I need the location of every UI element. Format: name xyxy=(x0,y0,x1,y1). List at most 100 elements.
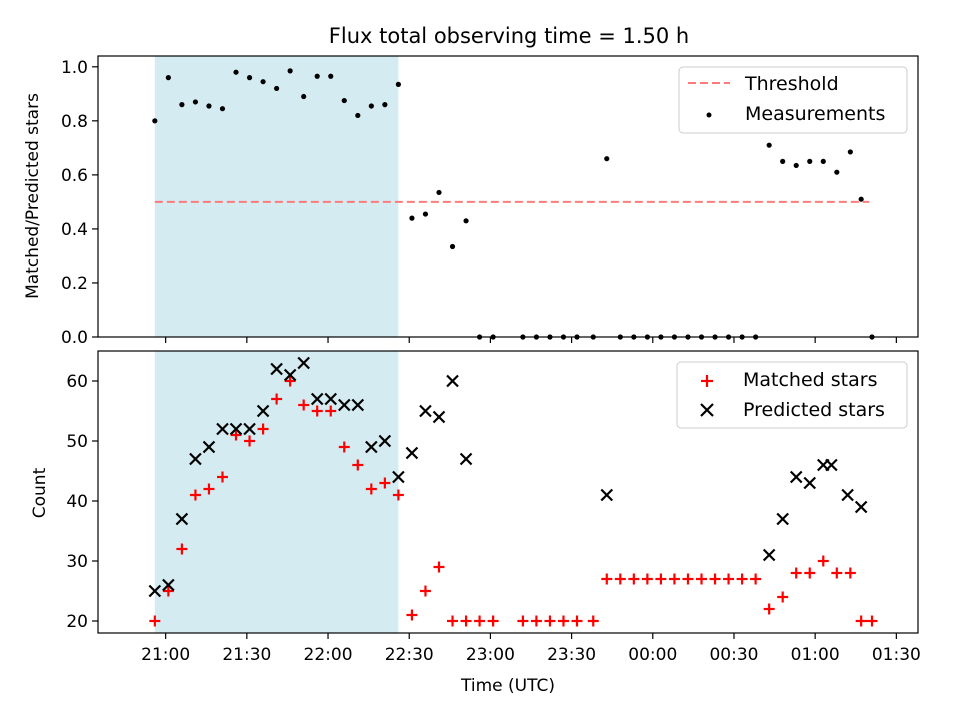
legend-frame xyxy=(676,361,908,429)
measurement-point xyxy=(341,97,347,104)
x-tick-label: 00:00 xyxy=(628,645,677,665)
matched-point xyxy=(557,615,569,627)
matched-point xyxy=(447,615,459,627)
matched-point xyxy=(433,561,445,573)
measurement-point xyxy=(219,106,226,112)
y-tick-label: 0.2 xyxy=(61,274,88,294)
x-tick-label: 21:00 xyxy=(141,645,190,665)
matched-point xyxy=(419,585,431,597)
matched-point xyxy=(189,489,201,501)
x-tick-label: 23:00 xyxy=(466,645,515,665)
x-tick-label: 01:00 xyxy=(791,645,840,665)
predicted-point xyxy=(216,422,229,436)
predicted-point xyxy=(351,398,365,412)
predicted-point xyxy=(405,446,419,460)
measurement-point xyxy=(793,162,799,169)
matched-point xyxy=(790,567,802,579)
matched-point xyxy=(392,489,404,501)
predicted-point xyxy=(365,440,378,454)
matched-point xyxy=(695,573,707,585)
matched-point xyxy=(544,615,556,627)
matched-point xyxy=(530,615,542,627)
matched-point xyxy=(406,609,418,621)
matched-point xyxy=(723,573,735,585)
y-tick-label: 30 xyxy=(66,552,88,572)
measurement-point xyxy=(422,211,429,217)
x-tick-label: 23:30 xyxy=(547,645,596,665)
matched-point xyxy=(614,573,626,585)
matched-point xyxy=(709,573,721,585)
measurement-point xyxy=(382,102,388,108)
highlight-span xyxy=(154,351,399,633)
measurement-point xyxy=(260,79,266,85)
y-tick-label: 0.8 xyxy=(61,112,88,132)
matched-point xyxy=(855,615,867,627)
predicted-point xyxy=(162,578,175,592)
measurement-point xyxy=(328,73,334,79)
matched-point xyxy=(587,615,599,627)
measurement-point xyxy=(287,68,293,74)
measurement-point xyxy=(820,158,826,164)
measurement-point xyxy=(206,103,212,109)
matched-point xyxy=(474,615,486,627)
legend-matched-marker xyxy=(701,375,713,387)
measurement-point xyxy=(449,243,456,250)
measurement-point xyxy=(301,93,307,100)
legend-threshold-label: Threshold xyxy=(744,73,839,95)
predicted-point xyxy=(189,452,202,466)
measurement-point xyxy=(233,69,239,75)
matched-point xyxy=(628,573,640,585)
y-tick-label: 40 xyxy=(66,492,88,512)
legend: Threshold Measurements xyxy=(678,66,908,134)
legend-matched-label: Matched stars xyxy=(743,369,877,391)
matched-point xyxy=(203,483,215,495)
y-tick-label: 60 xyxy=(66,372,88,392)
matched-point xyxy=(777,591,789,603)
matched-point xyxy=(257,423,269,435)
matched-point xyxy=(162,585,174,597)
matched-point xyxy=(817,555,829,567)
measurement-point xyxy=(355,112,361,119)
measurement-point xyxy=(192,99,199,105)
predicted-point xyxy=(459,452,473,466)
x-tick-label: 22:00 xyxy=(304,645,353,665)
measurement-point xyxy=(274,85,280,92)
predicted-point xyxy=(854,500,868,514)
x-tick-label: 22:30 xyxy=(385,645,434,665)
matched-point xyxy=(271,393,283,405)
measurement-point xyxy=(834,169,840,175)
y-tick-label: 50 xyxy=(66,432,88,452)
predicted-point xyxy=(789,470,803,484)
measurement-point xyxy=(152,118,158,124)
matched-point xyxy=(176,543,188,555)
predicted-point xyxy=(776,512,789,526)
predicted-point xyxy=(324,392,338,406)
predicted-point xyxy=(256,404,270,418)
matched-point xyxy=(338,441,350,453)
predicted-point xyxy=(419,404,432,418)
measurement-point xyxy=(604,156,610,162)
matched-point xyxy=(736,573,748,585)
legend-frame xyxy=(678,66,908,134)
predicted-point xyxy=(446,374,459,388)
measurement-point xyxy=(246,75,253,81)
y-tick-label: 20 xyxy=(66,612,88,632)
predicted-point xyxy=(297,356,310,370)
matched-point xyxy=(668,573,680,585)
matched-point xyxy=(216,471,228,483)
matched-point xyxy=(298,399,310,411)
matched-point xyxy=(844,567,856,579)
measurement-point xyxy=(165,75,171,81)
matched-point xyxy=(750,573,762,585)
matched-point xyxy=(517,615,529,627)
matched-point xyxy=(230,429,242,441)
measurement-point xyxy=(179,102,185,108)
matched-point xyxy=(284,375,296,387)
legend-predicted-label: Predicted stars xyxy=(743,399,885,421)
measurement-point xyxy=(395,81,401,87)
predicted-point xyxy=(432,410,446,424)
predicted-point xyxy=(378,434,392,448)
x-axis-label: Time (UTC) xyxy=(460,676,555,696)
plot-frame xyxy=(97,55,919,338)
predicted-point xyxy=(202,440,216,454)
